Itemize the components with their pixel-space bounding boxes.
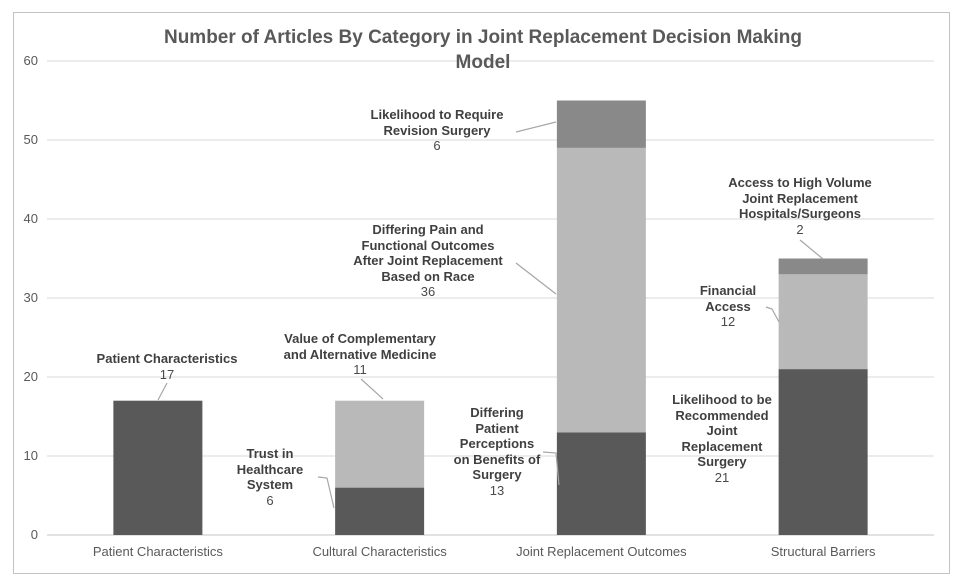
annotation-text-line: Access <box>705 298 751 314</box>
leader-line <box>360 378 384 400</box>
annotation-value: 36 <box>420 284 436 299</box>
annotation-value: 12 <box>720 314 736 329</box>
leader-line <box>542 451 560 486</box>
bar-segment <box>778 274 868 370</box>
annotation-text-line: Functional Outcomes <box>361 237 495 253</box>
y-tick-label: 20 <box>23 369 38 384</box>
annotation-text-line: Trust in <box>246 446 294 461</box>
annotation-text-line: Surgery <box>472 467 522 482</box>
leader-line <box>515 262 557 295</box>
annotation-label: Differing Pain and Functional Outcomes Aft… <box>353 222 503 300</box>
annotation-label: Access to High Volume Joint Replacement Ho… <box>728 175 872 237</box>
x-axis-label: Cultural Characteristics <box>312 544 447 559</box>
y-tick-label: 60 <box>23 53 38 68</box>
annotation-label: Differing Patient Perceptions on Benefits o… <box>454 405 541 498</box>
leader-line <box>799 239 824 260</box>
annotation-value: 17 <box>159 366 175 382</box>
annotation-value: 6 <box>266 492 274 508</box>
bar-segment <box>778 369 868 535</box>
y-tick-label: 50 <box>23 132 38 147</box>
x-axis-label: Patient Characteristics <box>92 544 223 559</box>
annotation-text-line: Joint Replacement <box>742 190 858 206</box>
annotation-text-line: Perceptions <box>459 436 535 451</box>
annotation-text-line: Access to High Volume <box>728 175 872 190</box>
bar-segment <box>335 400 425 488</box>
chart-title: Number of Articles By Category in Joint … <box>0 25 966 75</box>
annotation-text-line: After Joint Replacement <box>353 253 503 268</box>
leader-line <box>157 382 168 401</box>
annotation-text-line: Likelihood to be <box>672 392 772 407</box>
y-tick-label: 30 <box>23 290 38 305</box>
annotation-value: 2 <box>796 221 804 237</box>
annotation-text-line: Differing Pain and <box>372 222 484 237</box>
bar-segment <box>778 258 868 275</box>
y-tick-label: 40 <box>23 211 38 226</box>
annotation-text-line: Value of Complementary <box>284 331 436 346</box>
leader-line <box>515 121 557 133</box>
bar-segment <box>556 147 646 433</box>
annotation-text-line: on Benefits of <box>453 451 541 467</box>
leader-line <box>317 476 335 509</box>
annotation-text-line: Recommended <box>675 407 769 423</box>
bar-segment <box>335 487 425 535</box>
annotation-label: Likelihood to Require Revision Surgery 6 <box>371 107 504 154</box>
y-tick-label: 0 <box>30 527 38 542</box>
annotation-value: 21 <box>714 469 730 485</box>
annotation-text-line: Replacement <box>681 438 763 454</box>
leader-line <box>765 306 780 323</box>
annotation-text-line: and Alternative Medicine <box>283 346 437 362</box>
x-axis-label: Structural Barriers <box>770 544 876 559</box>
bar-segment <box>556 432 646 535</box>
annotation-text-line: Financial <box>699 283 757 298</box>
annotation-text-line: Hospitals/Surgeons <box>738 206 862 221</box>
annotation-value: 11 <box>353 362 367 377</box>
annotation-text-line: Joint <box>706 423 738 438</box>
annotation-label: Trust in Healthcare System 6 <box>237 446 303 508</box>
annotation-text-line: Differing <box>470 405 524 420</box>
annotation-label: Patient Characteristics 17 <box>97 351 238 382</box>
bar-segment <box>556 100 646 148</box>
bar-segment <box>113 400 203 535</box>
annotation-text-line: Healthcare <box>236 461 304 477</box>
x-axis-label: Joint Replacement Outcomes <box>516 544 687 559</box>
annotation-text-line: Surgery <box>697 454 747 469</box>
annotation-text-line: System <box>246 477 294 492</box>
chart-title-line: Model <box>455 52 511 73</box>
annotation-text-line: Revision Surgery <box>383 122 491 138</box>
annotation-value: 6 <box>433 138 441 153</box>
annotation-label: Likelihood to be Recommended Joint Replacem… <box>672 392 772 485</box>
annotation-text-line: Based on Race <box>381 268 475 284</box>
annotation-text-line: Patient Characteristics <box>96 351 238 366</box>
annotation-text-line: Patient <box>475 420 519 436</box>
annotation-value: 13 <box>489 482 505 498</box>
annotation-text-line: Likelihood to Require <box>370 107 504 122</box>
chart-title-line: Number of Articles By Category in Joint … <box>163 27 803 48</box>
annotation-label: Financial Access 12 <box>700 283 756 330</box>
y-tick-label: 10 <box>23 448 38 463</box>
annotation-label: Value of Complementary and Alternative Me… <box>284 331 437 378</box>
